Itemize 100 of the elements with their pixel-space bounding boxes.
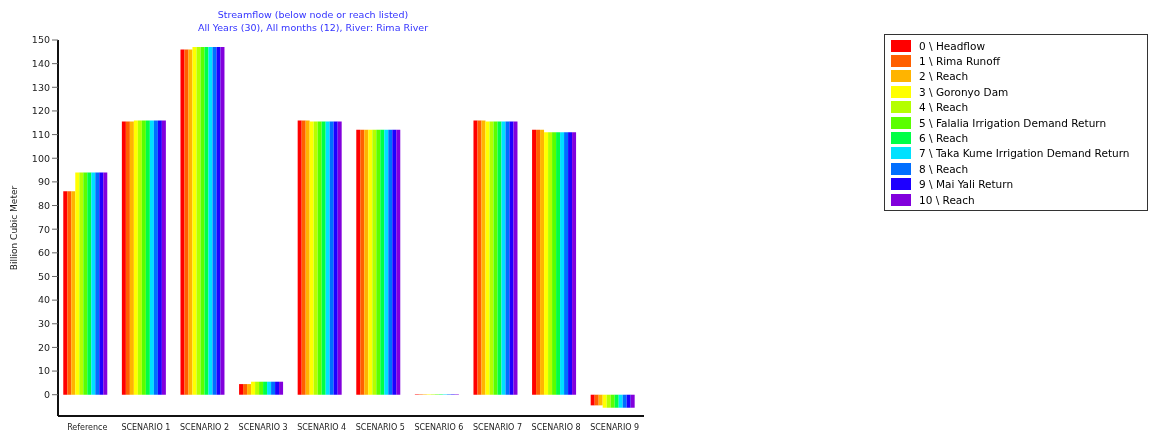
- y-tick-label: 40: [37, 294, 50, 306]
- bar: [63, 191, 68, 395]
- bar: [392, 129, 397, 395]
- bar: [325, 121, 330, 395]
- legend-label: 5 \ Falalia Irrigation Demand Return: [919, 116, 1107, 129]
- y-tick-label: 60: [37, 247, 50, 259]
- bar: [103, 172, 108, 395]
- bar: [125, 121, 130, 395]
- x-tick-label: SCENARIO 1: [121, 422, 171, 432]
- bar: [208, 47, 213, 395]
- x-tick-label: SCENARIO 6: [414, 422, 464, 432]
- bar: [497, 121, 502, 395]
- bar: [590, 394, 595, 406]
- bar: [329, 121, 334, 395]
- bar: [485, 121, 490, 395]
- y-tick-label: 140: [31, 58, 50, 70]
- bar: [360, 129, 365, 395]
- bar: [83, 172, 88, 395]
- bar: [71, 191, 76, 395]
- bar: [196, 47, 201, 395]
- y-tick-label: 70: [37, 223, 50, 235]
- y-tick-label: 20: [37, 341, 50, 353]
- bar: [220, 47, 225, 395]
- y-axis-title: Billion Cubic Meter: [9, 185, 20, 271]
- bar: [333, 121, 338, 395]
- bar: [572, 132, 577, 395]
- bar: [192, 47, 197, 395]
- bar: [568, 132, 573, 395]
- legend-label: 3 \ Goronyo Dam: [919, 85, 1009, 98]
- legend-label: 4 \ Reach: [919, 101, 969, 114]
- x-tick-label: SCENARIO 3: [238, 422, 288, 432]
- bar: [618, 394, 623, 408]
- bar: [251, 381, 256, 395]
- bar: [376, 129, 381, 395]
- bar: [180, 49, 185, 395]
- bar: [544, 132, 549, 395]
- bar: [247, 384, 252, 395]
- bar: [305, 120, 310, 395]
- bar: [489, 121, 494, 395]
- y-tick-label: 0: [43, 389, 50, 401]
- bar: [121, 121, 126, 395]
- bar: [243, 384, 248, 395]
- bar: [279, 381, 284, 395]
- bar: [564, 132, 569, 395]
- bar: [368, 129, 373, 395]
- bar: [301, 120, 306, 395]
- bar: [321, 121, 326, 395]
- bar: [384, 129, 389, 395]
- bar: [157, 120, 162, 395]
- y-tick-label: 130: [31, 81, 50, 93]
- bar: [95, 172, 100, 395]
- chart-subtitle: All Years (30), All months (12), River: Rima River: [196, 21, 430, 34]
- chart-title: Streamflow (below node or reach listed): [216, 8, 410, 21]
- bar: [99, 172, 104, 395]
- legend-label: 10 \ Reach: [919, 193, 975, 206]
- bar: [153, 120, 158, 395]
- bar: [259, 381, 264, 395]
- legend-label: 1 \ Rima Runoff: [919, 55, 1000, 68]
- bar: [184, 49, 189, 395]
- bar: [317, 121, 322, 395]
- bar: [560, 132, 565, 395]
- bar: [602, 394, 607, 408]
- bar: [337, 121, 342, 395]
- bar: [263, 381, 268, 395]
- bar: [75, 172, 80, 395]
- bar: [540, 129, 545, 395]
- bar: [145, 120, 150, 395]
- bar: [548, 132, 553, 395]
- bar: [606, 394, 611, 408]
- bar: [509, 121, 514, 395]
- bar: [610, 394, 615, 408]
- y-tick-label: 50: [37, 270, 50, 282]
- bar: [626, 394, 631, 408]
- bar: [212, 47, 217, 395]
- bar: [532, 129, 537, 395]
- bar: [79, 172, 84, 395]
- bar: [614, 394, 619, 408]
- legend-label: 7 \ Taka Kume Irrigation Demand Return: [919, 147, 1130, 160]
- y-tick-label: 110: [31, 128, 50, 140]
- bar: [536, 129, 541, 395]
- legend-label: 9 \ Mai Yali Return: [919, 178, 1014, 191]
- bar: [297, 120, 302, 395]
- x-tick-label: SCENARIO 9: [590, 422, 640, 432]
- bar: [477, 120, 482, 395]
- x-tick-label: Reference: [67, 422, 108, 432]
- bar: [255, 381, 260, 395]
- bar: [133, 120, 138, 395]
- y-tick-label: 120: [31, 105, 50, 117]
- bar: [67, 191, 72, 395]
- y-tick-label: 90: [37, 176, 50, 188]
- y-tick-label: 30: [37, 318, 50, 330]
- bar: [91, 172, 96, 395]
- bar: [552, 132, 557, 395]
- bar: [513, 121, 518, 395]
- bar: [493, 121, 498, 395]
- bar: [161, 120, 166, 395]
- x-tick-label: SCENARIO 7: [472, 422, 523, 432]
- bar: [630, 394, 635, 408]
- x-tick-label: SCENARIO 8: [531, 422, 581, 432]
- bar: [275, 381, 280, 395]
